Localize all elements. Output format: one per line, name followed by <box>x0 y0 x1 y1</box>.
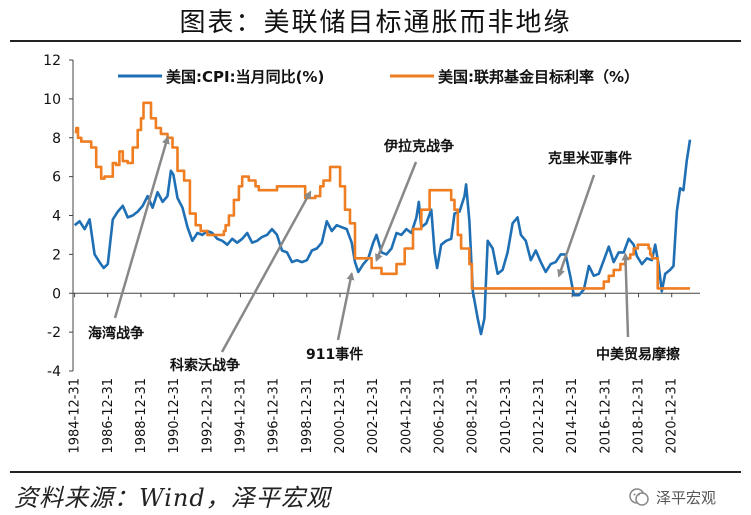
x-tick-label: 1998-12-31 <box>300 378 315 454</box>
x-tick-label: 2006-12-31 <box>432 378 447 454</box>
x-tick-label: 2004-12-31 <box>399 378 414 454</box>
annotation-label: 911事件 <box>306 346 363 363</box>
bottom-rule <box>10 471 741 473</box>
x-tick-label: 1984-12-31 <box>68 378 83 454</box>
x-tick-label: 1988-12-31 <box>134 378 149 454</box>
x-tick-label: 2020-12-31 <box>665 378 680 454</box>
x-tick-label: 2014-12-31 <box>565 378 580 454</box>
y-tick-label: 2 <box>52 247 61 263</box>
y-tick-label: 8 <box>52 131 61 147</box>
annotation-label: 科索沃战争 <box>170 357 240 374</box>
x-tick-label: 1986-12-31 <box>101 378 116 454</box>
x-tick-label: 2008-12-31 <box>466 378 481 454</box>
x-tick-label: 2018-12-31 <box>632 378 647 454</box>
y-tick-label: 6 <box>52 170 61 186</box>
x-tick-label: 1994-12-31 <box>233 378 248 454</box>
y-tick-label: 10 <box>43 92 61 108</box>
x-tick-label: 2000-12-31 <box>333 378 348 454</box>
x-tick-label: 1992-12-31 <box>200 378 215 454</box>
y-tick-label: 4 <box>52 209 61 225</box>
x-tick-label: 2012-12-31 <box>532 378 547 454</box>
annotation-arrow <box>113 135 170 319</box>
watermark: 泽平宏观 <box>628 486 716 508</box>
x-tick-label: 2010-12-31 <box>499 378 514 454</box>
wechat-icon <box>629 488 649 506</box>
y-tick-label: -2 <box>47 325 61 341</box>
series-line-fed-rate <box>74 101 690 290</box>
legend-label-cpi: 美国:CPI:当月同比(%) <box>166 68 324 86</box>
annotation-arrow <box>220 190 312 353</box>
x-tick-label: 2016-12-31 <box>598 378 613 454</box>
legend-label-fed-rate: 美国:联邦基金目标利率（%） <box>438 68 639 86</box>
x-tick-label: 1990-12-31 <box>167 378 182 454</box>
top-rule <box>10 40 741 42</box>
y-tick-label: 12 <box>43 53 61 69</box>
annotation-arrow <box>336 271 355 341</box>
annotation-label: 克里米亚事件 <box>548 150 632 167</box>
annotation-arrow <box>557 174 596 278</box>
annotation-label: 中美贸易摩擦 <box>596 346 680 363</box>
y-tick-label: -4 <box>47 364 61 380</box>
annotation-label: 海湾战争 <box>88 325 144 342</box>
source-note: 资料来源：Wind，泽平宏观 <box>14 484 331 512</box>
page-title: 图表：美联储目标通胀而非地缘 <box>179 8 572 38</box>
annotation-label: 伊拉克战争 <box>383 138 454 155</box>
x-tick-label: 2002-12-31 <box>366 378 381 454</box>
watermark-text: 泽平宏观 <box>656 488 717 507</box>
x-tick-label: 1996-12-31 <box>267 378 282 454</box>
series-line-cpi <box>73 139 692 336</box>
annotation-arrow <box>621 252 630 338</box>
y-tick-label: 0 <box>52 286 61 302</box>
annotation-arrow <box>375 161 418 263</box>
